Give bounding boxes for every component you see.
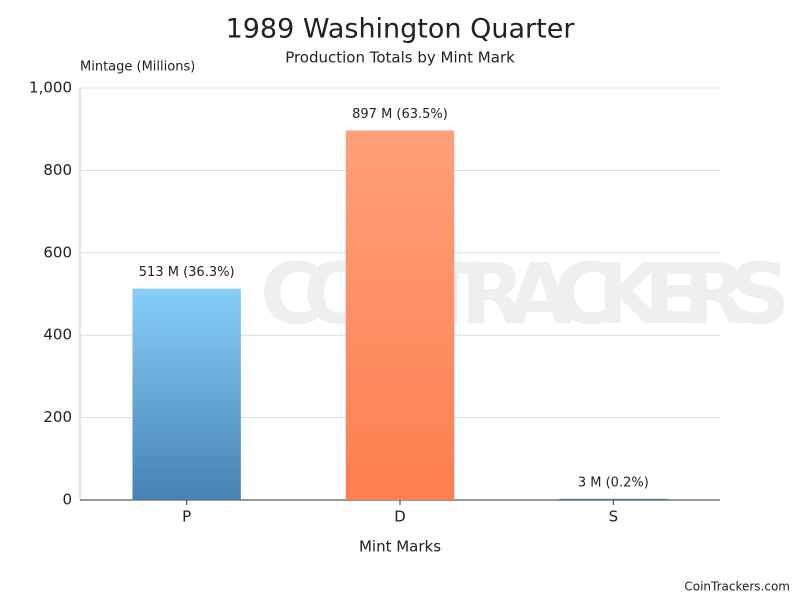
bar: [132, 288, 241, 500]
y-tick-label: 1,000: [29, 79, 72, 97]
y-axis-label: Mintage (Millions): [80, 60, 195, 75]
y-tick-label: 200: [43, 408, 72, 426]
chart-subtitle: Production Totals by Mint Mark: [285, 49, 515, 67]
bar: [345, 130, 455, 500]
x-tick-label: S: [609, 508, 619, 526]
credit: CoinTrackers.com: [684, 580, 790, 594]
y-tick-label: 0: [62, 491, 72, 509]
y-tick-label: 800: [43, 161, 72, 179]
watermark: COINTRACKERS: [260, 245, 790, 343]
x-axis-label: Mint Marks: [359, 538, 441, 556]
chart-title: 1989 Washington Quarter: [226, 14, 576, 45]
bar: [559, 498, 668, 500]
value-label: 513 M (36.3%): [139, 265, 235, 280]
value-label: 897 M (63.5%): [352, 107, 448, 122]
y-tick-label: 400: [43, 326, 72, 344]
value-label: 3 M (0.2%): [578, 475, 649, 490]
y-tick-label: 600: [43, 243, 72, 261]
x-tick-label: P: [182, 508, 191, 526]
x-tick-label: D: [394, 508, 406, 526]
